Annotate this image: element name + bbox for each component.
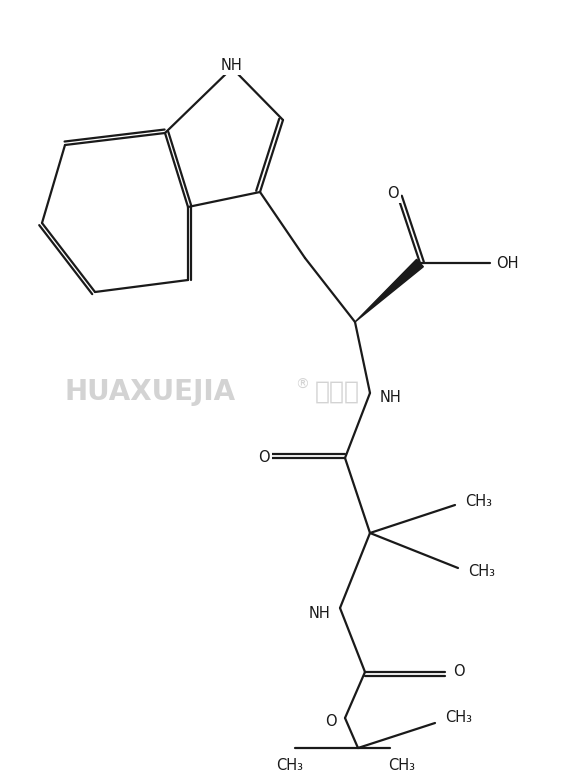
Text: 化学加: 化学加 bbox=[315, 380, 360, 404]
Text: CH₃: CH₃ bbox=[465, 495, 492, 509]
Text: O: O bbox=[258, 451, 270, 466]
Text: ®: ® bbox=[295, 378, 309, 392]
Text: CH₃: CH₃ bbox=[277, 758, 304, 774]
Text: NH: NH bbox=[308, 605, 330, 621]
Text: CH₃: CH₃ bbox=[445, 711, 472, 725]
Text: OH: OH bbox=[496, 256, 518, 271]
Text: CH₃: CH₃ bbox=[389, 758, 416, 774]
Text: O: O bbox=[387, 186, 399, 200]
Text: CH₃: CH₃ bbox=[468, 563, 495, 579]
Polygon shape bbox=[355, 259, 424, 322]
Text: NH: NH bbox=[221, 58, 243, 73]
Text: O: O bbox=[325, 714, 337, 729]
Text: O: O bbox=[453, 665, 465, 679]
Text: HUAXUEJIA: HUAXUEJIA bbox=[65, 378, 236, 406]
Text: NH: NH bbox=[380, 391, 402, 406]
